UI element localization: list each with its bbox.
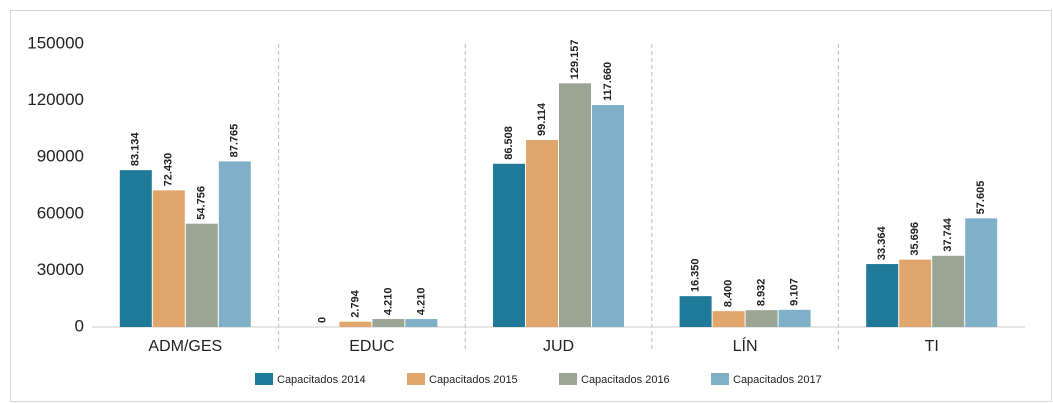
bar: [339, 321, 372, 327]
bar: [592, 105, 624, 327]
bar: [405, 319, 438, 327]
x-tick-label: LÍN: [733, 336, 758, 355]
legend-swatch: [255, 373, 273, 385]
x-tick-label: JUD: [543, 338, 574, 355]
value-label: 4.210: [415, 288, 427, 316]
bar: [372, 319, 405, 327]
y-tick-label: 90000: [37, 147, 84, 166]
value-label: 16.350: [690, 258, 702, 292]
bar: [119, 170, 152, 327]
legend-label: Capacitados 2015: [429, 374, 518, 386]
bar: [712, 311, 745, 327]
value-label: 8.932: [756, 279, 768, 307]
legend-swatch: [559, 373, 577, 385]
y-tick-label: 30000: [37, 260, 84, 279]
y-tick-label: 60000: [37, 203, 84, 222]
legend-swatch: [407, 373, 425, 385]
value-label: 0: [316, 317, 328, 323]
bar: [559, 83, 591, 327]
chart-border: [10, 10, 1052, 402]
x-tick-label: TI: [925, 338, 939, 355]
value-label: 57.605: [975, 181, 987, 215]
y-tick-label: 120000: [27, 90, 84, 109]
value-label: 99.114: [536, 102, 548, 136]
bar: [152, 190, 185, 327]
y-tick-label: 0: [75, 316, 84, 335]
legend-swatch: [711, 373, 729, 385]
bar: [965, 218, 998, 327]
value-label: 86.508: [503, 126, 515, 160]
bar: [778, 309, 811, 327]
x-tick-label: EDUC: [349, 338, 394, 355]
legend-label: Capacitados 2014: [277, 374, 366, 386]
bar: [218, 161, 251, 327]
bar: [526, 140, 558, 327]
bar: [493, 163, 525, 327]
bar: [679, 296, 712, 327]
value-label: 8.400: [723, 280, 735, 308]
y-tick-label: 150000: [27, 33, 84, 52]
value-label: 9.107: [789, 278, 801, 306]
legend-label: Capacitados 2017: [733, 374, 822, 386]
value-label: 83.134: [130, 132, 142, 167]
value-label: 72.430: [163, 153, 175, 187]
value-label: 2.794: [349, 289, 361, 317]
legend-label: Capacitados 2016: [581, 374, 670, 386]
bar: [745, 310, 778, 327]
bar: [899, 259, 932, 327]
value-label: 117.660: [602, 62, 614, 101]
value-label: 35.696: [909, 222, 921, 256]
bar: [185, 223, 218, 327]
bar: [866, 264, 899, 327]
value-label: 37.744: [942, 217, 954, 252]
value-label: 129.157: [569, 40, 581, 80]
value-label: 87.765: [229, 124, 241, 158]
value-label: 33.364: [876, 226, 888, 261]
x-tick-label: ADM/GES: [148, 338, 222, 355]
bar: [932, 255, 965, 327]
value-label: 54.756: [196, 186, 208, 220]
value-label: 4.210: [382, 288, 394, 316]
